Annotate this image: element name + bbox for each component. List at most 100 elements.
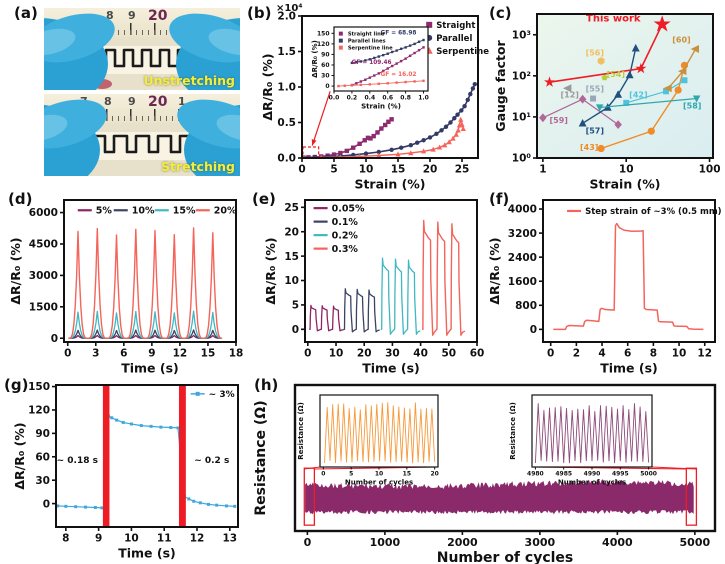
svg-text:[54]: [54] — [607, 70, 625, 79]
series-last 20 cycles — [534, 403, 650, 464]
svg-text:1000: 1000 — [370, 536, 401, 549]
series-[60] — [663, 45, 699, 93]
series-0.05% — [309, 304, 344, 332]
svg-text:0.8: 0.8 — [400, 95, 411, 102]
svg-text:0: 0 — [325, 83, 329, 90]
svg-text:1: 1 — [539, 164, 546, 176]
series-[56] — [597, 57, 605, 65]
svg-text:[60]: [60] — [672, 36, 690, 45]
series-Parallel — [302, 81, 477, 158]
series-first 20 cycles — [324, 402, 436, 464]
svg-text:20: 20 — [430, 471, 438, 478]
svg-text:Strain (%): Strain (%) — [589, 177, 660, 192]
svg-text:10²: 10² — [512, 71, 532, 83]
svg-text:10: 10 — [124, 533, 139, 545]
svg-text:40: 40 — [413, 348, 428, 360]
svg-text:8: 8 — [650, 348, 657, 360]
panel-d-chart: 0 3 6 9 12 15 18 0 1500 3000 4500 6000 Time (s) ΔR/R₀… — [8, 199, 243, 376]
svg-text:800: 800 — [515, 300, 537, 312]
svg-text:5: 5 — [349, 471, 353, 478]
svg-text:~ 3%: ~ 3% — [209, 390, 235, 400]
svg-text:6: 6 — [120, 348, 127, 360]
svg-text:0: 0 — [321, 471, 325, 478]
plot-area — [337, 38, 425, 88]
svg-text:3200: 3200 — [508, 228, 537, 240]
series-Parallel lines — [350, 38, 425, 65]
svg-text:0: 0 — [530, 324, 537, 336]
svg-text:30: 30 — [35, 475, 50, 487]
svg-text:11: 11 — [157, 533, 172, 545]
svg-text:Straight line: Straight line — [348, 32, 385, 38]
svg-text:Strain (%): Strain (%) — [354, 177, 425, 192]
svg-text:ΔR/R₀ (%): ΔR/R₀ (%) — [12, 422, 27, 489]
svg-text:[56]: [56] — [586, 49, 604, 58]
glove-left — [44, 13, 115, 90]
panel-h-label: (h) — [254, 376, 279, 394]
svg-text:Serpentine line: Serpentine line — [348, 46, 393, 52]
svg-text:20: 20 — [284, 226, 299, 238]
svg-text:0.5: 0.5 — [277, 117, 296, 129]
series-0.2% — [380, 257, 421, 335]
panel-d-label: (d) — [8, 190, 33, 208]
svg-text:0.4: 0.4 — [364, 95, 375, 102]
svg-text:4995: 4995 — [612, 471, 629, 478]
legend: Step strain of ~3% (0.5 mm) — [567, 207, 722, 217]
svg-text:30: 30 — [385, 348, 400, 360]
ruler-minor-ticks — [58, 30, 226, 35]
legend: 0.05% 0.1% 0.2% 0.3% — [313, 204, 365, 255]
svg-text:12: 12 — [697, 348, 712, 360]
svg-text:5000: 5000 — [680, 536, 711, 549]
svg-text:Resistance (Ω): Resistance (Ω) — [509, 402, 517, 460]
panel-c-label: (c) — [489, 4, 512, 22]
svg-text:1.0: 1.0 — [277, 82, 296, 94]
svg-text:12: 12 — [173, 348, 188, 360]
svg-text:Time (s): Time (s) — [362, 361, 420, 376]
svg-text:[12]: [12] — [561, 90, 579, 99]
svg-text:5000: 5000 — [640, 471, 657, 478]
svg-text:0: 0 — [51, 333, 58, 345]
svg-text:0.0: 0.0 — [329, 95, 340, 102]
series-Straight line — [350, 46, 425, 87]
svg-text:Time (s): Time (s) — [121, 361, 179, 376]
svg-text:[55]: [55] — [586, 84, 604, 93]
svg-text:Serpentine: Serpentine — [436, 47, 489, 57]
svg-text:1600: 1600 — [508, 276, 537, 288]
svg-text:0: 0 — [64, 348, 71, 360]
series-[43] — [597, 61, 689, 153]
series-Step strain of ~3% (0.5 mm) — [553, 222, 704, 331]
svg-text:2000: 2000 — [447, 536, 478, 549]
svg-text:20: 20 — [357, 348, 372, 360]
legend: Straight Parallel Serpentine — [425, 21, 489, 57]
svg-text:0.3%: 0.3% — [332, 244, 359, 255]
svg-text:1500: 1500 — [29, 301, 58, 313]
svg-text:1.5: 1.5 — [277, 46, 296, 58]
svg-text:×10⁴: ×10⁴ — [276, 3, 303, 14]
svg-text:10: 10 — [359, 164, 374, 176]
svg-text:Straight: Straight — [436, 21, 475, 31]
svg-text:9: 9 — [148, 348, 155, 360]
photo-graphic — [44, 13, 240, 90]
svg-text:0.1%: 0.1% — [332, 217, 359, 228]
svg-text:25: 25 — [455, 164, 470, 176]
svg-text:4500: 4500 — [29, 239, 58, 251]
plot-area — [309, 219, 466, 336]
svg-text:60: 60 — [470, 348, 485, 360]
svg-text:30: 30 — [321, 73, 329, 80]
svg-text:ΔR/R₀ (%): ΔR/R₀ (%) — [487, 237, 502, 304]
panel-h-chart: 0 1000 2000 3000 4000 5000 Number of cycles Res… — [253, 383, 717, 564]
svg-text:[58]: [58] — [683, 102, 701, 111]
svg-text:8: 8 — [62, 533, 69, 545]
svg-text:0: 0 — [43, 498, 50, 510]
svg-text:4000: 4000 — [602, 536, 633, 549]
svg-text:4985: 4985 — [555, 471, 572, 478]
svg-text:10⁰: 10⁰ — [512, 153, 532, 165]
svg-text:[42]: [42] — [629, 90, 647, 99]
panel-h-inset-left-chart: 0 5 10 15 20 Number of cycles Resistance (Ω) — [297, 394, 439, 487]
svg-text:2400: 2400 — [508, 252, 537, 264]
svg-text:10: 10 — [619, 164, 634, 176]
svg-text:GF = 109.46: GF = 109.46 — [352, 60, 392, 66]
svg-text:~ 0.2 s: ~ 0.2 s — [194, 456, 229, 466]
svg-text:0: 0 — [304, 348, 311, 360]
plot-area — [534, 403, 650, 464]
